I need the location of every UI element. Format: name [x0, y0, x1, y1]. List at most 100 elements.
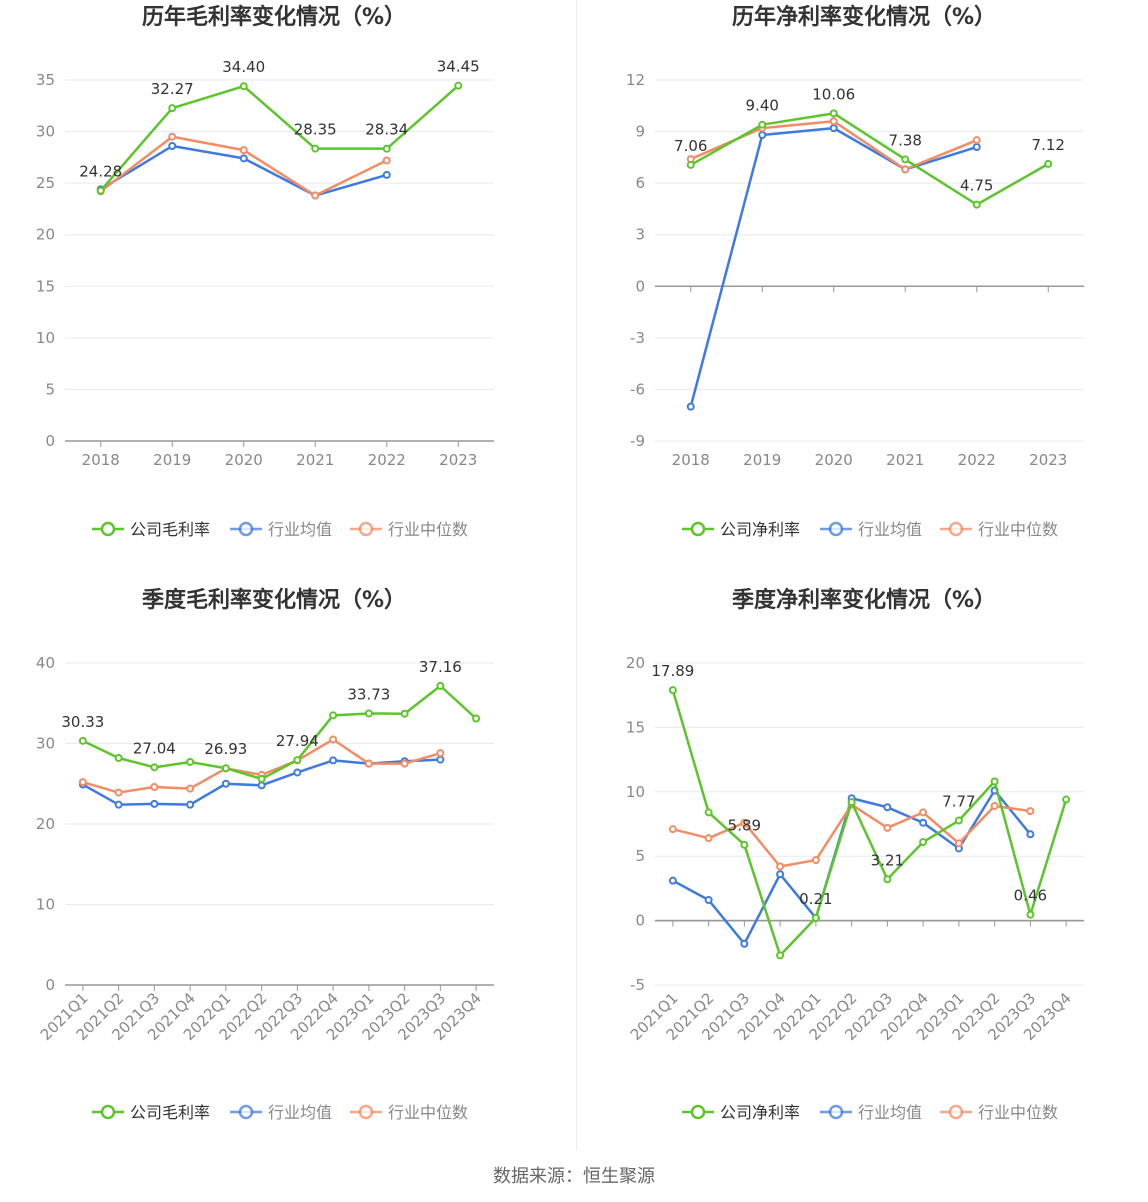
x-tick-label: 2019: [153, 451, 191, 469]
y-tick-label: 40: [36, 654, 55, 672]
legend-marker-icon: [100, 1104, 116, 1120]
data-point-company: [168, 104, 177, 113]
data-point-company: [811, 913, 820, 922]
data-label: 10.06: [812, 85, 855, 103]
legend-item-median[interactable]: 行业中位数: [350, 520, 468, 539]
data-label: 4.75: [960, 177, 993, 195]
data-point-company: [96, 186, 105, 195]
legend-marker-icon: [358, 1104, 374, 1120]
data-point-company: [883, 875, 892, 884]
series-line-median: [672, 803, 1031, 868]
y-tick-label: 20: [626, 654, 645, 672]
data-point-median: [1026, 807, 1035, 816]
data-label: 26.93: [204, 740, 247, 758]
legend-item-avg[interactable]: 行业均值: [230, 520, 332, 539]
legend-item-company[interactable]: 公司净利率: [682, 1103, 800, 1122]
y-tick-label: 3: [635, 226, 645, 244]
data-point-avg: [883, 803, 892, 812]
legend-marker-icon: [948, 1104, 964, 1120]
y-tick-label: 0: [635, 912, 645, 930]
data-point-avg: [686, 402, 695, 411]
y-tick-label: 30: [36, 735, 55, 753]
legend-item-avg[interactable]: 行业均值: [820, 520, 922, 539]
data-point-median: [239, 146, 248, 155]
y-tick-label: 6: [635, 174, 645, 192]
data-label: 7.38: [889, 131, 922, 149]
data-label: 7.77: [942, 793, 975, 811]
x-tick-label: 2021: [296, 451, 334, 469]
data-point-company: [829, 109, 838, 118]
data-label: 28.34: [365, 121, 408, 139]
data-point-median: [972, 136, 981, 145]
data-label: 37.16: [419, 658, 462, 676]
y-tick-label: 20: [36, 226, 55, 244]
series-line-company: [82, 684, 477, 781]
data-point-avg: [919, 818, 928, 827]
legend-item-company[interactable]: 公司净利率: [682, 520, 800, 539]
data-point-company: [1026, 910, 1035, 919]
data-point-avg: [239, 154, 248, 163]
legend-marker-icon: [690, 1104, 706, 1120]
data-label: 34.45: [437, 58, 480, 76]
data-point-company: [239, 82, 248, 91]
data-label: 27.04: [133, 739, 176, 757]
legend-item-company[interactable]: 公司毛利率: [92, 520, 210, 539]
legend-item-median[interactable]: 行业中位数: [940, 1103, 1058, 1122]
legend-label: 公司净利率: [720, 520, 800, 539]
legend-item-avg[interactable]: 行业均值: [230, 1103, 332, 1122]
y-tick-label: -6: [630, 380, 645, 398]
chart-svg: 历年净利率变化情况（%） -9 -6 -3 0 3 6 9 12 2018 2019 2020 2021…: [626, 4, 1084, 539]
y-tick-label: 0: [45, 976, 55, 994]
y-tick-label: 5: [635, 847, 645, 865]
chart-quarterly-net-margin: 季度净利率变化情况（%） -5 0 5 10 15 20 2021Q1 2021Q2 2021Q3…: [590, 583, 1148, 1163]
series-line-company: [690, 112, 1049, 206]
data-point-median: [740, 818, 749, 827]
chart-title: 季度净利率变化情况（%）: [732, 587, 996, 613]
data-point-avg: [972, 143, 981, 152]
data-point-avg: [168, 142, 177, 151]
data-point-median: [954, 839, 963, 848]
legend-item-median[interactable]: 行业中位数: [940, 520, 1058, 539]
data-point-avg: [221, 779, 230, 788]
legend-item-company[interactable]: 公司毛利率: [92, 1103, 210, 1122]
panel-divider: [576, 0, 577, 1150]
legend-label: 行业均值: [858, 520, 922, 539]
legend-item-avg[interactable]: 行业均值: [820, 1103, 922, 1122]
data-label: 34.40: [222, 58, 265, 76]
data-point-median: [400, 759, 409, 768]
data-point-company: [436, 681, 445, 690]
data-point-company: [776, 951, 785, 960]
data-point-company: [150, 763, 159, 772]
data-point-avg: [1026, 830, 1035, 839]
legend-item-median[interactable]: 行业中位数: [350, 1103, 468, 1122]
legend-marker-icon: [100, 521, 116, 537]
legend-marker-icon: [238, 1104, 254, 1120]
x-tick-label: 2020: [225, 451, 263, 469]
series-line-avg: [689, 126, 978, 407]
data-point-median: [168, 132, 177, 141]
data-point-median: [329, 735, 338, 744]
data-label: 33.73: [347, 685, 390, 703]
data-point-avg: [668, 876, 677, 885]
data-point-avg: [704, 895, 713, 904]
legend-marker-icon: [238, 521, 254, 537]
data-point-company: [472, 714, 481, 723]
data-point-company: [972, 200, 981, 209]
data-label: 7.12: [1032, 136, 1065, 154]
y-tick-label: -9: [630, 432, 645, 450]
data-point-median: [382, 156, 391, 165]
data-label: 27.94: [276, 732, 319, 750]
x-tick-label: 2018: [82, 451, 120, 469]
data-label: 0.46: [1014, 887, 1047, 905]
data-point-company: [1062, 795, 1071, 804]
data-point-company: [293, 756, 302, 765]
chart-svg: 历年毛利率变化情况（%） 0 5 10 15 20 25 30 35 2018 2019 2020 20…: [36, 4, 494, 539]
x-tick-label: 2019: [743, 451, 781, 469]
legend-label: 行业中位数: [388, 1103, 468, 1122]
legend-label: 公司毛利率: [130, 520, 210, 539]
data-point-median: [668, 825, 677, 834]
data-point-company: [329, 711, 338, 720]
y-tick-label: 20: [36, 815, 55, 833]
data-point-company: [847, 798, 856, 807]
chart-title: 历年净利率变化情况（%）: [732, 4, 996, 30]
